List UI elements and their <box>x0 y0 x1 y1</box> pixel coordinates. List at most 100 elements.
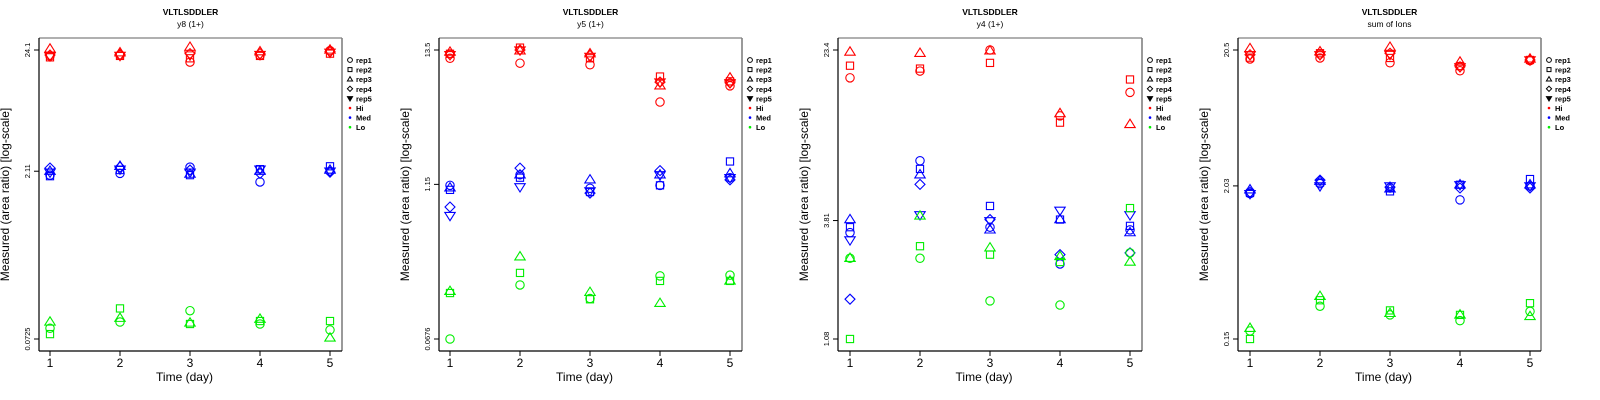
data-point-lo-rep2 <box>985 250 995 259</box>
legend-symbol-square-icon <box>347 67 353 73</box>
legend-symbol-diamond-icon <box>1545 85 1553 93</box>
data-point-lo-rep2 <box>915 242 925 251</box>
data-point-lo-rep3 <box>1243 322 1257 332</box>
data-point-med-rep1 <box>655 180 665 191</box>
chart-subtitle: sum of Ions <box>1368 19 1412 29</box>
data-point-hi-rep5 <box>583 52 597 63</box>
data-point-hi-rep1 <box>845 73 855 83</box>
data-point-med-rep2 <box>655 181 665 190</box>
legend-label: Hi <box>756 104 764 113</box>
series-hi <box>443 43 737 107</box>
chart-title: VLTLSDDLER <box>1362 7 1418 17</box>
data-point-med-rep5 <box>113 165 127 176</box>
chart-panel-1: VLTLSDDLER y8 (1+) 1 2 3 4 5 0.0725 2.11 24.1 Time… <box>0 7 373 384</box>
data-point-hi-rep4 <box>254 47 266 60</box>
x-tick-label: 3 <box>987 356 994 370</box>
data-point-hi-rep3 <box>1313 45 1327 56</box>
x-tick-label: 1 <box>47 356 54 370</box>
data-point-med-rep2 <box>985 201 995 211</box>
legend-label: rep3 <box>1555 75 1571 84</box>
chart-title: VLTLSDDLER <box>962 7 1018 17</box>
legend-label: Hi <box>1555 104 1563 113</box>
legend-label: rep1 <box>1555 56 1571 65</box>
data-point-med-rep5 <box>323 167 337 178</box>
y-tick-label: 1.15 <box>423 177 432 192</box>
chart-subtitle: y8 (1+) <box>177 19 204 29</box>
data-point-hi-rep1 <box>1315 53 1325 63</box>
data-point-med-rep5 <box>843 236 857 247</box>
data-point-hi-rep2 <box>1125 75 1135 84</box>
data-point-lo-rep2 <box>1525 299 1535 308</box>
data-point-lo-rep2 <box>1385 306 1395 315</box>
data-point-med-rep2 <box>915 164 925 174</box>
data-point-hi-rep5 <box>1523 56 1537 67</box>
legend-label: rep3 <box>756 75 772 84</box>
legend-symbol-circle-icon <box>1147 57 1153 63</box>
legend-label: Med <box>1555 114 1570 123</box>
data-point-med-rep1 <box>445 180 455 191</box>
data-point-lo-rep3 <box>653 297 667 307</box>
series-hi <box>43 40 337 67</box>
y-tick-label: 0.0676 <box>423 328 432 351</box>
data-point-hi-rep3 <box>983 44 997 55</box>
data-point-med-rep3 <box>913 168 927 179</box>
data-point-med-rep5 <box>513 183 527 194</box>
data-point-hi-rep5 <box>253 50 267 61</box>
legend-label: rep4 <box>1156 85 1173 94</box>
legend-label: rep4 <box>356 85 373 94</box>
data-point-med-rep3 <box>1053 213 1067 224</box>
y-tick-label: 13.5 <box>423 43 432 58</box>
data-point-hi-rep5 <box>113 51 127 62</box>
data-point-hi-rep1 <box>445 53 455 64</box>
data-point-lo-rep1 <box>515 280 525 290</box>
data-point-hi-rep1 <box>1455 66 1465 76</box>
data-point-hi-rep4 <box>584 49 596 62</box>
data-point-lo-rep1 <box>1455 315 1465 326</box>
x-axis-label: Time (day) <box>1355 370 1412 384</box>
data-point-lo-rep1 <box>115 317 125 327</box>
legend-label: rep2 <box>1555 66 1571 75</box>
data-point-hi-rep1 <box>515 58 525 68</box>
y-tick-label: 24.1 <box>23 43 32 58</box>
series-med <box>443 157 737 222</box>
data-point-med-rep1 <box>1125 225 1135 235</box>
legend-symbol-diamond-icon <box>346 85 354 93</box>
data-point-hi-rep5 <box>723 79 737 90</box>
y-axis-label: Measured (area ratio) [log-scale] <box>1197 108 1211 281</box>
y-tick-label: 3.81 <box>822 213 831 228</box>
data-point-med-rep2 <box>325 162 335 171</box>
data-point-hi-rep3 <box>513 44 527 55</box>
data-point-med-rep1 <box>915 155 925 166</box>
data-point-lo-rep2 <box>515 268 525 278</box>
legend-color-dot-icon <box>1547 106 1551 110</box>
series-lo <box>843 203 1137 344</box>
x-tick-label: 3 <box>187 356 194 370</box>
legend-color-dot-icon <box>1148 106 1152 110</box>
x-tick-label: 2 <box>1317 356 1324 370</box>
chart-title: VLTLSDDLER <box>163 7 219 17</box>
chart-subtitle: y4 (1+) <box>977 19 1004 29</box>
legend-label: rep5 <box>356 94 372 103</box>
data-point-hi-rep5 <box>653 78 667 89</box>
data-point-hi-rep2 <box>845 61 855 70</box>
data-point-med-rep4 <box>184 164 196 176</box>
legend-label: rep4 <box>1555 85 1572 94</box>
data-point-hi-rep3 <box>1383 40 1397 51</box>
data-point-med-rep3 <box>583 173 597 184</box>
data-point-lo-rep2 <box>845 334 855 344</box>
data-point-med-rep2 <box>445 185 455 195</box>
legend-color-dot-icon <box>748 116 752 119</box>
series-med <box>843 155 1137 305</box>
data-point-med-rep1 <box>185 162 195 172</box>
y-axis-label: Measured (area ratio) [log-scale] <box>0 108 12 281</box>
legend-symbol-triangle-down-icon <box>746 96 754 102</box>
legend-symbol-circle-icon <box>347 57 353 63</box>
data-point-lo-rep2 <box>325 316 335 326</box>
data-point-lo-rep1 <box>255 319 265 329</box>
data-point-med-rep5 <box>1453 181 1467 191</box>
data-point-med-rep4 <box>1124 247 1136 259</box>
data-point-med-rep4 <box>444 201 456 213</box>
series-lo <box>443 250 737 344</box>
